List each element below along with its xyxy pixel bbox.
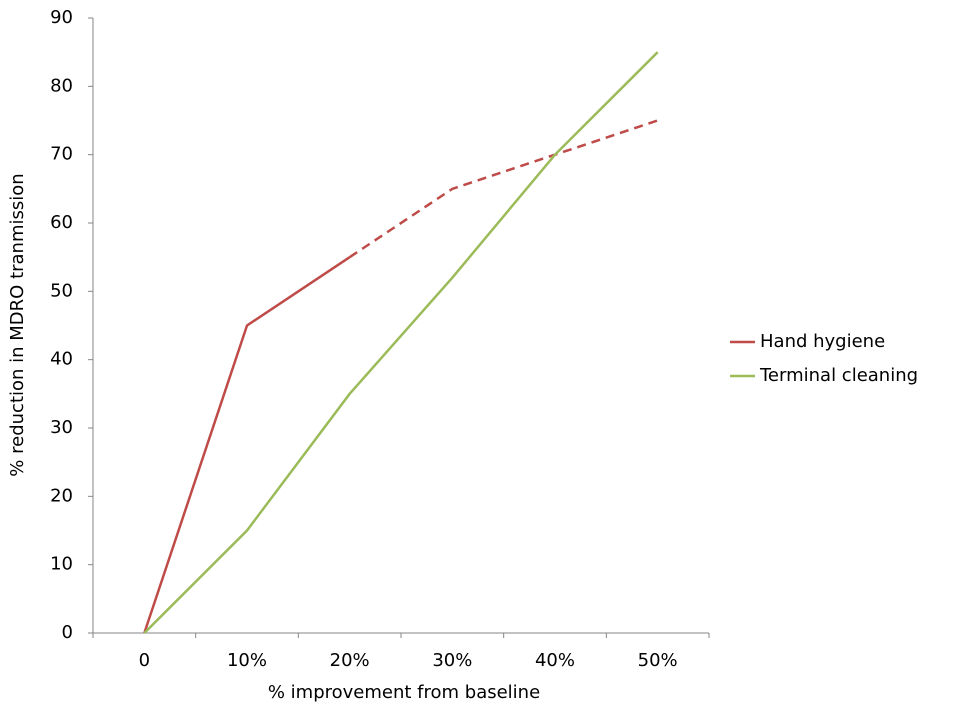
x-tick-label: 40% [535, 650, 575, 671]
y-tick-label: 30 [50, 417, 73, 438]
x-tick-label: 0 [139, 650, 150, 671]
legend-label: Terminal cleaning [759, 365, 918, 386]
legend-label: Hand hygiene [760, 331, 885, 352]
y-tick-label: 40 [50, 349, 73, 370]
y-tick-label: 50 [50, 280, 73, 301]
y-tick-label: 20 [50, 485, 73, 506]
y-tick-label: 80 [50, 75, 73, 96]
x-tick-label: 10% [227, 650, 267, 671]
y-tick-label: 0 [62, 622, 73, 643]
y-tick-label: 70 [50, 144, 73, 165]
series-line [143, 51, 659, 634]
x-tick-label: 20% [330, 650, 370, 671]
series-line [143, 256, 351, 634]
x-tick-label: 30% [432, 650, 472, 671]
y-axis-title: % reduction in MDRO tranmission [7, 173, 28, 476]
series-line [348, 119, 659, 259]
y-tick-label: 10 [50, 554, 73, 575]
x-axis-title: % improvement from baseline [268, 682, 540, 703]
x-tick-label: 50% [638, 650, 678, 671]
y-tick-label: 60 [50, 212, 73, 233]
y-tick-label: 90 [50, 7, 73, 28]
